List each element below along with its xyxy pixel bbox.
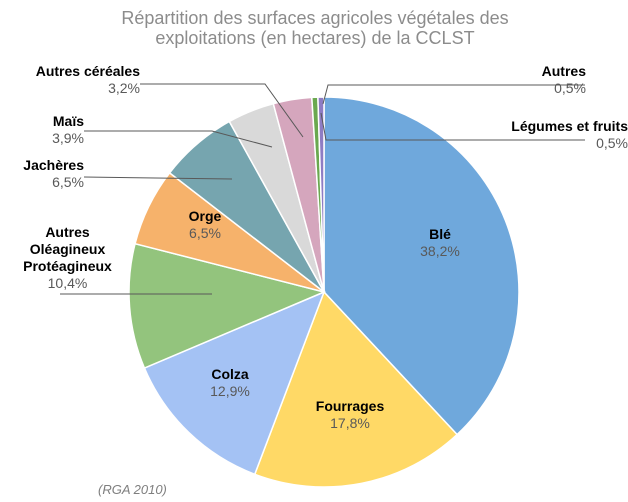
leader-line <box>83 176 233 180</box>
slice-label: Maïs 3,9% <box>0 113 84 147</box>
pie-slice <box>253 290 459 488</box>
pie-slice <box>317 96 325 293</box>
leader-line <box>320 112 585 141</box>
value-label: 10,4% <box>47 275 88 291</box>
category-label: Fourrages <box>315 398 385 414</box>
slice-label: Autres 0,5% <box>470 63 586 97</box>
value-label: 12,9% <box>210 383 250 399</box>
slice-label: Jachères 6,5% <box>0 157 84 191</box>
category-label: Orge <box>188 208 222 224</box>
category-label: Maïs <box>52 113 84 129</box>
slice-label: Fourrages 17,8% <box>290 398 410 432</box>
chart-title: Répartition des surfaces agricoles végét… <box>121 8 509 48</box>
pie-slice <box>323 96 520 436</box>
category-label: Autres Oléagineux Protéagineux <box>23 224 112 274</box>
value-label: 3,9% <box>52 130 84 146</box>
value-label: 38,2% <box>420 243 460 259</box>
value-label: 0,5% <box>554 80 586 96</box>
leader-line <box>84 130 273 148</box>
category-label: Légumes et fruits <box>511 118 628 134</box>
value-label: 17,8% <box>330 415 370 431</box>
value-label: 3,2% <box>108 80 140 96</box>
category-label: Autres <box>541 63 586 79</box>
category-label: Autres céréales <box>35 63 140 79</box>
slice-label: Légumes et fruits 0,5% <box>470 118 628 152</box>
pie-slice <box>143 290 326 476</box>
pie-slice <box>128 242 327 370</box>
leader-line <box>322 84 585 105</box>
slice-label: Orge 6,5% <box>165 208 245 242</box>
slice-label: Autres Oléagineux Protéagineux 10,4% <box>10 224 125 292</box>
slice-label: Blé 38,2% <box>400 226 480 260</box>
value-label: 6,5% <box>52 174 84 190</box>
slice-label: Colza 12,9% <box>190 366 270 400</box>
category-label: Blé <box>429 226 451 242</box>
category-label: Colza <box>211 366 249 382</box>
category-label: Jachères <box>23 157 84 173</box>
value-label: 0,5% <box>596 135 628 151</box>
leader-line <box>140 83 304 138</box>
source: (RGA 2010) <box>98 482 167 497</box>
value-label: 6,5% <box>189 225 221 241</box>
slice-label: Autres céréales 3,2% <box>0 63 140 97</box>
